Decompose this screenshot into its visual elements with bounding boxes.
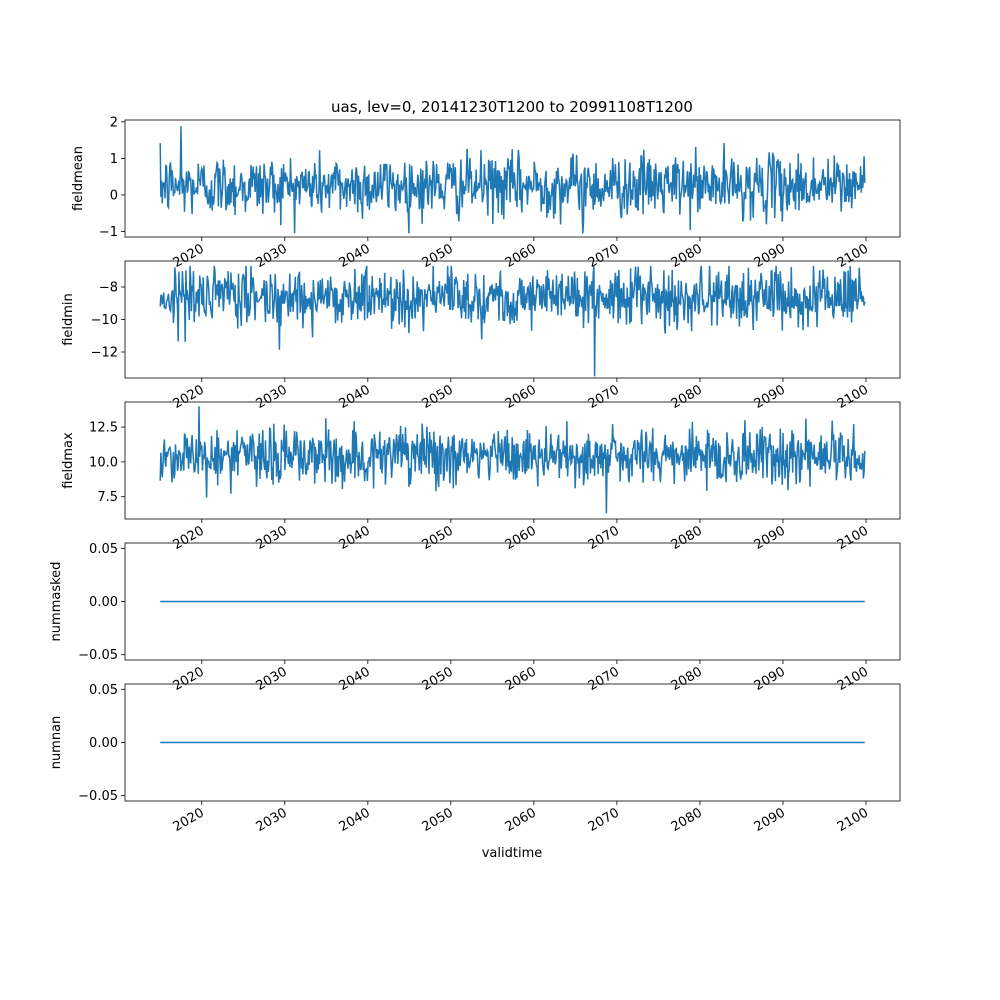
y-tick-label-numnan: 0.00	[89, 736, 118, 751]
y-tick-label-fieldmax: 10.0	[89, 455, 118, 470]
series-line-fieldmean	[159, 126, 866, 234]
y-axis-label-numnan: numnan	[49, 716, 64, 770]
x-axis-label: validtime	[482, 846, 543, 861]
chart-title: uas, lev=0, 20141230T1200 to 20991108T12…	[331, 98, 693, 116]
y-axis-label-fieldmean: fieldmean	[71, 146, 86, 211]
y-tick-label-nummasked: 0.00	[89, 595, 118, 610]
y-tick-label-nummasked: 0.05	[89, 542, 118, 557]
y-tick-label-fieldmin: −12	[91, 346, 118, 361]
y-tick-label-numnan: 0.05	[89, 683, 118, 698]
y-tick-label-fieldmean: 2	[110, 115, 118, 130]
y-tick-label-fieldmax: 12.5	[89, 421, 118, 436]
axes-frame-fieldmean	[124, 119, 901, 238]
series-line-fieldmax	[159, 406, 866, 514]
y-tick-label-fieldmean: 0	[110, 188, 118, 203]
y-tick-label-fieldmin: −8	[99, 281, 118, 296]
y-axis-label-fieldmin: fieldmin	[61, 293, 76, 346]
axes-frame-fieldmax	[124, 401, 901, 520]
y-tick-label-nummasked: −0.05	[78, 648, 118, 663]
y-tick-label-fieldmean: −1	[99, 225, 118, 240]
y-tick-label-fieldmean: 1	[110, 152, 118, 167]
y-tick-label-fieldmax: 7.5	[97, 490, 118, 505]
y-axis-label-nummasked: nummasked	[49, 562, 64, 642]
y-axis-label-fieldmax: fieldmax	[61, 432, 76, 489]
y-tick-label-fieldmin: −10	[91, 313, 118, 328]
y-tick-label-numnan: −0.05	[78, 789, 118, 804]
series-line-fieldmin	[159, 265, 866, 377]
